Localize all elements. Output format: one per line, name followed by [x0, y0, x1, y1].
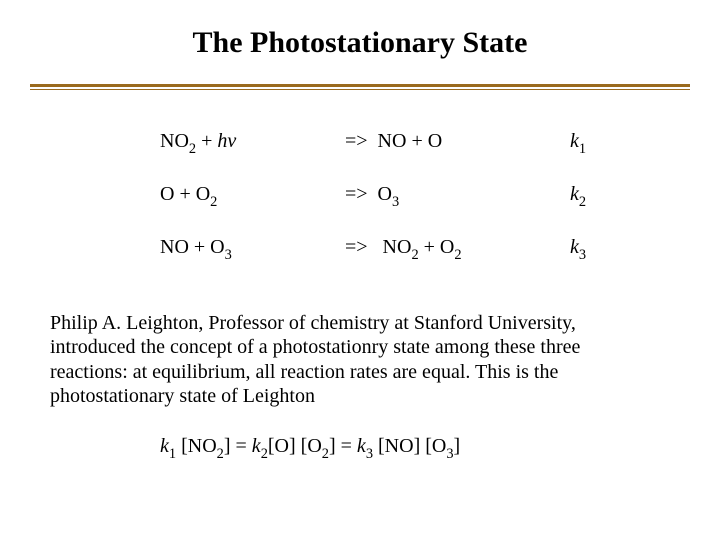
reaction-rhs: => O3: [345, 183, 570, 210]
reaction-k: k3: [570, 236, 630, 263]
reaction-k: k2: [570, 183, 630, 210]
title-underline: [30, 84, 690, 90]
reaction-lhs: O + O2: [160, 183, 345, 210]
reaction-rhs: => NO + O: [345, 130, 570, 153]
reaction-rhs: => NO2 + O2: [345, 236, 570, 263]
rule-thin: [30, 89, 690, 90]
explanation-paragraph: Philip A. Leighton, Professor of chemist…: [0, 289, 720, 409]
reaction-row: O + O2 => O3 k2: [160, 183, 680, 210]
reaction-row: NO2 + hv => NO + O k1: [160, 130, 680, 157]
equilibrium-equation: k1 [NO2] = k2[O] [O2] = k3 [NO] [O3]: [0, 409, 720, 462]
reaction-lhs: NO + O3: [160, 236, 345, 263]
reaction-k: k1: [570, 130, 630, 157]
page-title: The Photostationary State: [0, 0, 720, 78]
reaction-lhs: NO2 + hv: [160, 130, 345, 157]
reactions-table: NO2 + hv => NO + O k1 O + O2 => O3 k2 NO…: [0, 130, 720, 263]
reaction-row: NO + O3 => NO2 + O2 k3: [160, 236, 680, 263]
rule-thick: [30, 84, 690, 87]
slide: The Photostationary State NO2 + hv => NO…: [0, 0, 720, 540]
